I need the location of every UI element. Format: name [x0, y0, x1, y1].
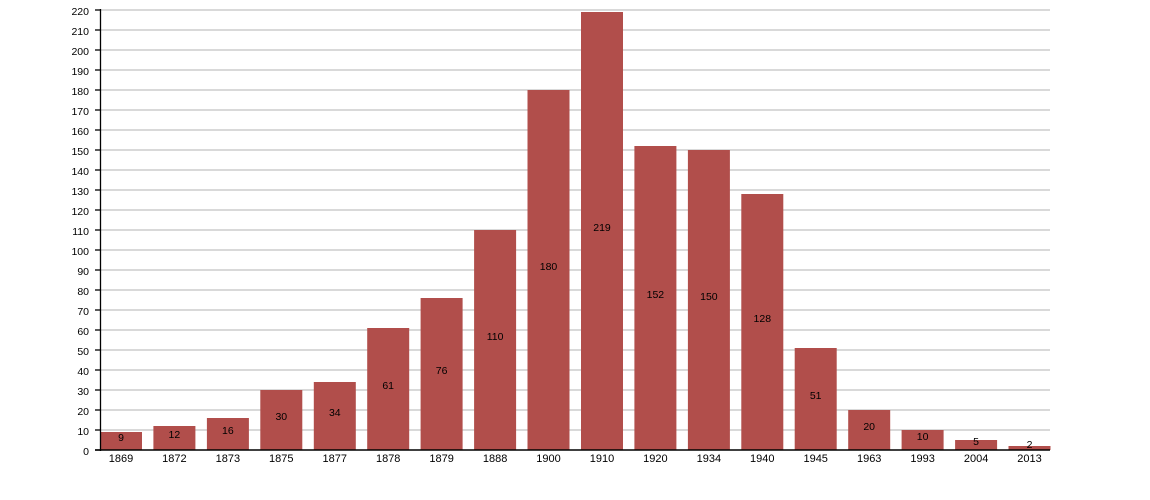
svg-text:2: 2 — [1027, 439, 1033, 451]
svg-text:1940: 1940 — [750, 453, 774, 465]
svg-text:150: 150 — [700, 291, 718, 303]
svg-text:1888: 1888 — [483, 453, 507, 465]
svg-text:40: 40 — [77, 366, 89, 378]
svg-text:80: 80 — [77, 286, 89, 298]
svg-text:2004: 2004 — [964, 453, 988, 465]
svg-text:1873: 1873 — [216, 453, 240, 465]
svg-text:152: 152 — [647, 289, 665, 301]
svg-text:16: 16 — [222, 425, 234, 437]
svg-text:1869: 1869 — [109, 453, 133, 465]
svg-text:9: 9 — [118, 432, 124, 444]
svg-text:1877: 1877 — [323, 453, 347, 465]
svg-text:210: 210 — [71, 26, 89, 38]
svg-text:150: 150 — [71, 146, 89, 158]
svg-text:100: 100 — [71, 246, 89, 258]
svg-text:170: 170 — [71, 106, 89, 118]
svg-text:1900: 1900 — [536, 453, 560, 465]
svg-text:1920: 1920 — [643, 453, 667, 465]
svg-text:140: 140 — [71, 166, 89, 178]
svg-text:1945: 1945 — [803, 453, 827, 465]
svg-text:10: 10 — [917, 431, 929, 443]
svg-text:1875: 1875 — [269, 453, 293, 465]
svg-text:76: 76 — [436, 365, 448, 377]
svg-text:1993: 1993 — [910, 453, 934, 465]
svg-text:12: 12 — [169, 429, 181, 441]
svg-text:160: 160 — [71, 126, 89, 138]
svg-text:120: 120 — [71, 206, 89, 218]
svg-text:1879: 1879 — [429, 453, 453, 465]
svg-text:219: 219 — [593, 222, 611, 234]
svg-text:1934: 1934 — [697, 453, 721, 465]
svg-text:220: 220 — [71, 6, 89, 18]
svg-text:20: 20 — [863, 421, 875, 433]
svg-text:2013: 2013 — [1017, 453, 1041, 465]
svg-text:51: 51 — [810, 390, 822, 402]
svg-text:180: 180 — [71, 86, 89, 98]
svg-text:5: 5 — [973, 436, 979, 448]
svg-text:110: 110 — [487, 331, 504, 343]
svg-text:1963: 1963 — [857, 453, 881, 465]
svg-text:90: 90 — [77, 266, 89, 278]
svg-text:10: 10 — [77, 426, 89, 438]
svg-text:20: 20 — [77, 406, 89, 418]
svg-text:61: 61 — [382, 380, 394, 392]
svg-text:34: 34 — [329, 407, 341, 419]
svg-text:200: 200 — [71, 46, 89, 58]
svg-text:180: 180 — [540, 261, 558, 273]
svg-text:110: 110 — [72, 226, 89, 238]
svg-text:0: 0 — [83, 446, 89, 458]
svg-text:50: 50 — [77, 346, 89, 358]
svg-text:60: 60 — [77, 326, 89, 338]
svg-text:1910: 1910 — [590, 453, 614, 465]
svg-text:190: 190 — [71, 66, 89, 78]
svg-text:30: 30 — [275, 411, 287, 423]
svg-text:30: 30 — [77, 386, 89, 398]
svg-text:130: 130 — [71, 186, 89, 198]
svg-text:128: 128 — [754, 313, 772, 325]
svg-text:1878: 1878 — [376, 453, 400, 465]
svg-text:70: 70 — [77, 306, 89, 318]
svg-text:1872: 1872 — [162, 453, 186, 465]
